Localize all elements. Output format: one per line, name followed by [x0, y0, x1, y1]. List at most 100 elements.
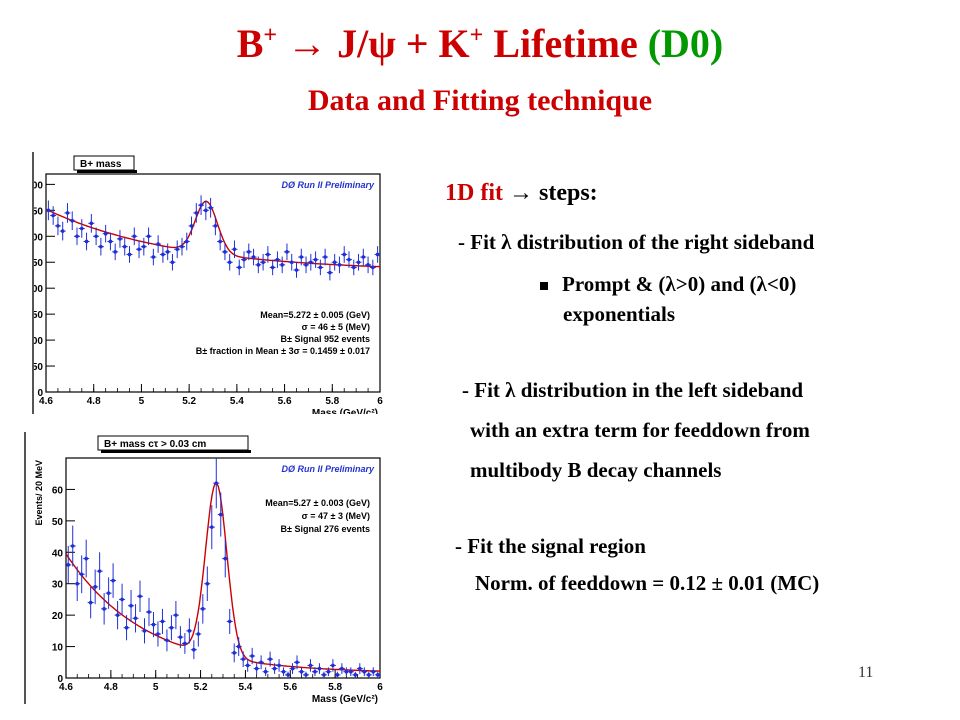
data-marker — [361, 255, 366, 259]
data-marker — [51, 213, 55, 218]
data-point — [250, 248, 257, 266]
data-marker — [213, 224, 218, 228]
data-marker — [241, 657, 245, 661]
fit-curve — [45, 200, 381, 268]
y-tick-label: 300 — [34, 232, 43, 243]
data-point — [274, 251, 281, 268]
steps-prefix: 1D fit — [445, 180, 503, 206]
data-marker — [289, 260, 294, 265]
fit-curve — [65, 482, 380, 672]
data-point — [361, 667, 368, 677]
data-point — [145, 597, 152, 627]
data-marker — [156, 632, 160, 636]
data-point — [123, 615, 130, 641]
data-marker — [75, 581, 80, 586]
data-marker — [362, 669, 367, 674]
data-marker — [272, 666, 277, 671]
data-marker — [79, 572, 84, 577]
data-point — [92, 569, 99, 605]
data-marker — [133, 616, 138, 621]
data-marker — [232, 651, 237, 655]
data-marker — [161, 252, 165, 257]
data-marker — [174, 613, 178, 617]
data-marker — [111, 578, 115, 583]
data-point — [365, 256, 372, 274]
plot-title: B+ mass — [80, 159, 122, 170]
data-point — [312, 251, 319, 268]
data-point — [260, 253, 267, 271]
data-marker — [332, 260, 337, 265]
data-point — [235, 637, 242, 656]
data-point — [226, 253, 233, 271]
data-point — [204, 566, 211, 601]
data-point — [169, 253, 176, 271]
data-marker — [192, 647, 196, 652]
data-marker — [335, 673, 340, 677]
y-tick-label: 20 — [52, 611, 64, 622]
data-marker — [142, 629, 147, 633]
data-marker — [147, 610, 151, 614]
data-point — [54, 216, 61, 236]
data-point — [183, 232, 190, 251]
data-point — [271, 663, 278, 674]
data-point — [112, 243, 119, 261]
data-marker — [194, 211, 199, 215]
data-point — [244, 659, 251, 672]
data-marker — [88, 600, 93, 605]
text-line-2: Prompt & (λ>0) and (λ<0) — [562, 272, 797, 296]
data-marker — [184, 239, 189, 244]
data-marker — [132, 234, 137, 239]
title-arrow-icon: → — [287, 21, 328, 66]
y-tick-label: 0 — [37, 388, 43, 399]
data-marker — [205, 581, 210, 586]
y-tick-label: 0 — [57, 674, 63, 685]
data-point — [255, 256, 262, 274]
data-marker — [70, 218, 75, 223]
data-marker — [165, 250, 170, 254]
data-marker — [227, 260, 232, 265]
data-marker — [137, 247, 141, 252]
title-lifetime: Lifetime — [493, 21, 638, 66]
data-point — [93, 227, 100, 246]
data-point — [207, 197, 214, 218]
y-tick-label: 30 — [52, 580, 64, 591]
data-marker — [340, 666, 344, 671]
data-marker — [299, 669, 304, 674]
data-marker — [256, 263, 261, 267]
bullet-icon — [540, 282, 548, 291]
data-point — [128, 590, 135, 622]
data-marker — [65, 211, 70, 215]
data-point — [369, 259, 376, 276]
stats-line: σ = 47 ± 3 (MeV) — [302, 511, 370, 521]
data-marker — [227, 619, 232, 624]
data-marker — [344, 669, 349, 674]
data-point — [311, 667, 318, 677]
data-marker — [183, 641, 187, 646]
data-marker — [277, 663, 281, 668]
data-point — [320, 671, 327, 678]
text-line-3: exponentials — [563, 302, 676, 326]
x-tick-label: 4.8 — [87, 396, 101, 407]
data-point — [64, 203, 71, 223]
data-point — [302, 671, 309, 678]
data-marker — [281, 669, 286, 674]
y-tick-label: 200 — [34, 284, 43, 295]
data-marker — [286, 673, 290, 677]
data-point — [150, 248, 157, 266]
data-marker — [254, 666, 259, 671]
y-tick-label: 400 — [34, 180, 43, 191]
data-point — [140, 237, 147, 256]
data-marker — [187, 629, 192, 633]
plot-2: B+ mass cτ > 0.03 cm 4.6 4.8 5 5.2 5.4 5.6 5.8 6… — [34, 435, 383, 704]
data-marker — [268, 657, 272, 661]
x-tick-label: 5.8 — [325, 396, 339, 407]
data-marker — [138, 594, 142, 599]
data-point — [331, 253, 338, 271]
data-marker — [115, 613, 120, 617]
preliminary-label: DØ Run II Preliminary — [281, 464, 375, 474]
data-marker — [66, 563, 71, 567]
title-plus-1: + — [263, 22, 278, 49]
x-tick-label: 5.6 — [278, 396, 292, 407]
data-marker — [196, 632, 201, 636]
data-marker — [337, 263, 342, 267]
